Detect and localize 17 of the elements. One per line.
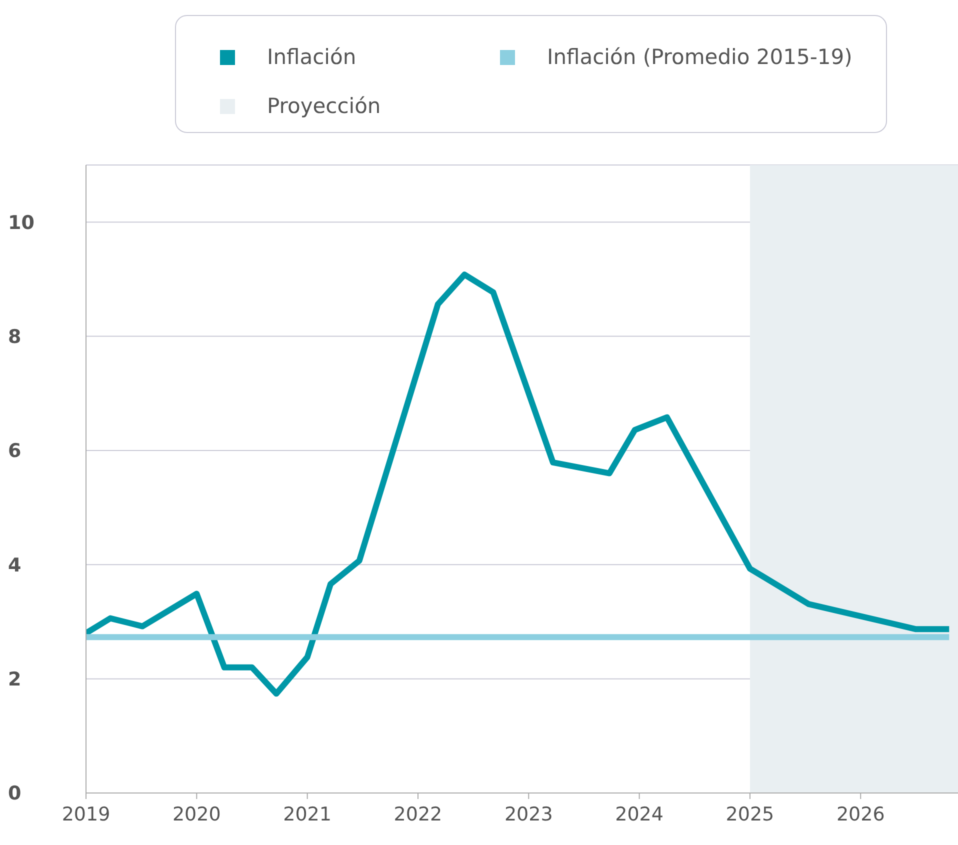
x-tick-label: 2022 — [394, 803, 442, 826]
x-tick-label: 2025 — [726, 803, 774, 826]
legend-label: Proyección — [267, 94, 381, 118]
x-tick-label: 2024 — [615, 803, 664, 826]
y-tick-label: 8 — [8, 326, 22, 348]
x-tick-label: 2020 — [172, 803, 221, 826]
y-tick-label: 0 — [8, 782, 22, 805]
x-tick-label: 2021 — [283, 803, 332, 826]
x-tick-label: 2019 — [62, 803, 110, 826]
legend-label: Inflación (Promedio 2015-19) — [547, 45, 852, 69]
y-tick-label: 4 — [8, 554, 22, 576]
x-tick-label: 2023 — [504, 803, 553, 826]
legend-label: Inflación — [267, 45, 356, 69]
x-tick-label: 2026 — [836, 803, 885, 826]
y-tick-label: 2 — [8, 668, 22, 691]
y-tick-label: 10 — [8, 212, 34, 234]
y-tick-label: 6 — [8, 440, 22, 462]
